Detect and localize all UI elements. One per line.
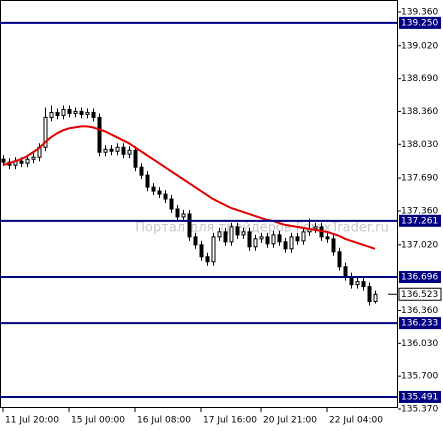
- y-tick-label: 136.360: [401, 306, 438, 316]
- candle-body: [73, 110, 78, 114]
- candle-body: [97, 116, 102, 153]
- level-label-box: [399, 16, 441, 29]
- candle-body: [367, 286, 372, 303]
- candle-body: [1, 158, 6, 163]
- candle-body: [235, 226, 240, 236]
- y-tick-label: 135.370: [401, 404, 438, 414]
- x-tick-label: 20 Jul 21:00: [263, 416, 317, 426]
- x-tick-label: 16 Jul 08:00: [137, 416, 191, 426]
- candle-body: [283, 241, 288, 250]
- candle-body: [187, 213, 192, 238]
- candle-body: [343, 266, 348, 278]
- x-tick-label: 17 Jul 16:00: [203, 416, 257, 426]
- candle-body: [127, 149, 132, 155]
- candle-body: [373, 293, 378, 303]
- candle-body: [19, 160, 24, 164]
- candle-body: [79, 110, 84, 115]
- y-tick-label: 137.360: [401, 206, 438, 216]
- candle-body: [265, 236, 270, 245]
- candle-body: [271, 234, 276, 245]
- candle-body: [67, 108, 72, 114]
- bid-label: 136.523: [401, 290, 438, 300]
- candle-body: [253, 238, 258, 248]
- candle-body: [241, 231, 246, 236]
- y-tick-label: 139.020: [401, 41, 438, 51]
- candle-body: [259, 236, 264, 240]
- candle-body: [163, 193, 168, 200]
- candle-body: [55, 111, 60, 116]
- candle-body: [331, 238, 336, 253]
- y-tick-label: 138.360: [401, 107, 438, 117]
- candle-body: [151, 186, 156, 192]
- candle-body: [175, 208, 180, 218]
- candle-body: [295, 236, 300, 242]
- y-tick-label: 139.360: [401, 7, 438, 17]
- candle-body: [355, 281, 360, 286]
- plot-frame: [0, 0, 398, 408]
- y-tick-label: 137.020: [401, 240, 438, 250]
- candle-body: [91, 111, 96, 118]
- candle-body: [169, 198, 174, 210]
- candle-body: [223, 231, 228, 243]
- candle-body: [193, 236, 198, 246]
- y-tick-label: 136.030: [401, 339, 438, 349]
- level-label-box: [399, 390, 441, 403]
- candle-body: [43, 116, 48, 148]
- candle-body: [133, 149, 138, 168]
- candle-body: [61, 108, 66, 116]
- level-label: 137.261: [401, 216, 438, 226]
- candle-body: [115, 146, 120, 152]
- candle-body: [277, 234, 282, 243]
- y-tick-label: 135.700: [401, 372, 438, 382]
- candle-body: [289, 236, 294, 250]
- candle-body: [337, 251, 342, 268]
- candle-body: [247, 231, 252, 248]
- candle-body: [109, 148, 114, 152]
- x-tick-label: 15 Jul 00:00: [71, 416, 125, 426]
- level-label: 136.233: [401, 319, 438, 329]
- candle-body: [103, 148, 108, 153]
- level-label: 136.696: [401, 273, 438, 283]
- level-label-box: [399, 317, 441, 330]
- candle-body: [229, 226, 234, 243]
- candle-body: [199, 244, 204, 258]
- candle-body: [139, 166, 144, 176]
- x-tick-label: 11 Jul 20:00: [5, 416, 59, 426]
- level-label-box: [399, 271, 441, 284]
- candle-body: [211, 236, 216, 263]
- candle-body: [121, 146, 126, 155]
- candle-body: [217, 231, 222, 238]
- y-tick-label: 137.690: [401, 174, 438, 184]
- candle-body: [31, 156, 36, 160]
- y-tick-label: 138.690: [401, 74, 438, 84]
- candle-body: [313, 226, 318, 230]
- candle-body: [145, 174, 150, 188]
- candle-body: [205, 256, 210, 263]
- candle-body: [325, 236, 330, 240]
- level-label-box: [399, 214, 441, 227]
- candle-body: [181, 213, 186, 218]
- candle-body: [361, 281, 366, 288]
- candle-body: [85, 111, 90, 115]
- candle-body: [157, 190, 162, 195]
- bid-label-box: [398, 287, 442, 301]
- candle-body: [25, 158, 30, 164]
- candle-body: [49, 111, 54, 118]
- y-tick-label: 138.030: [401, 140, 438, 150]
- level-label: 135.491: [401, 392, 438, 402]
- level-label: 139.250: [401, 18, 438, 28]
- candle-body: [301, 231, 306, 242]
- moving-average: [2, 125, 376, 250]
- x-tick-label: 22 Jul 04:00: [329, 416, 383, 426]
